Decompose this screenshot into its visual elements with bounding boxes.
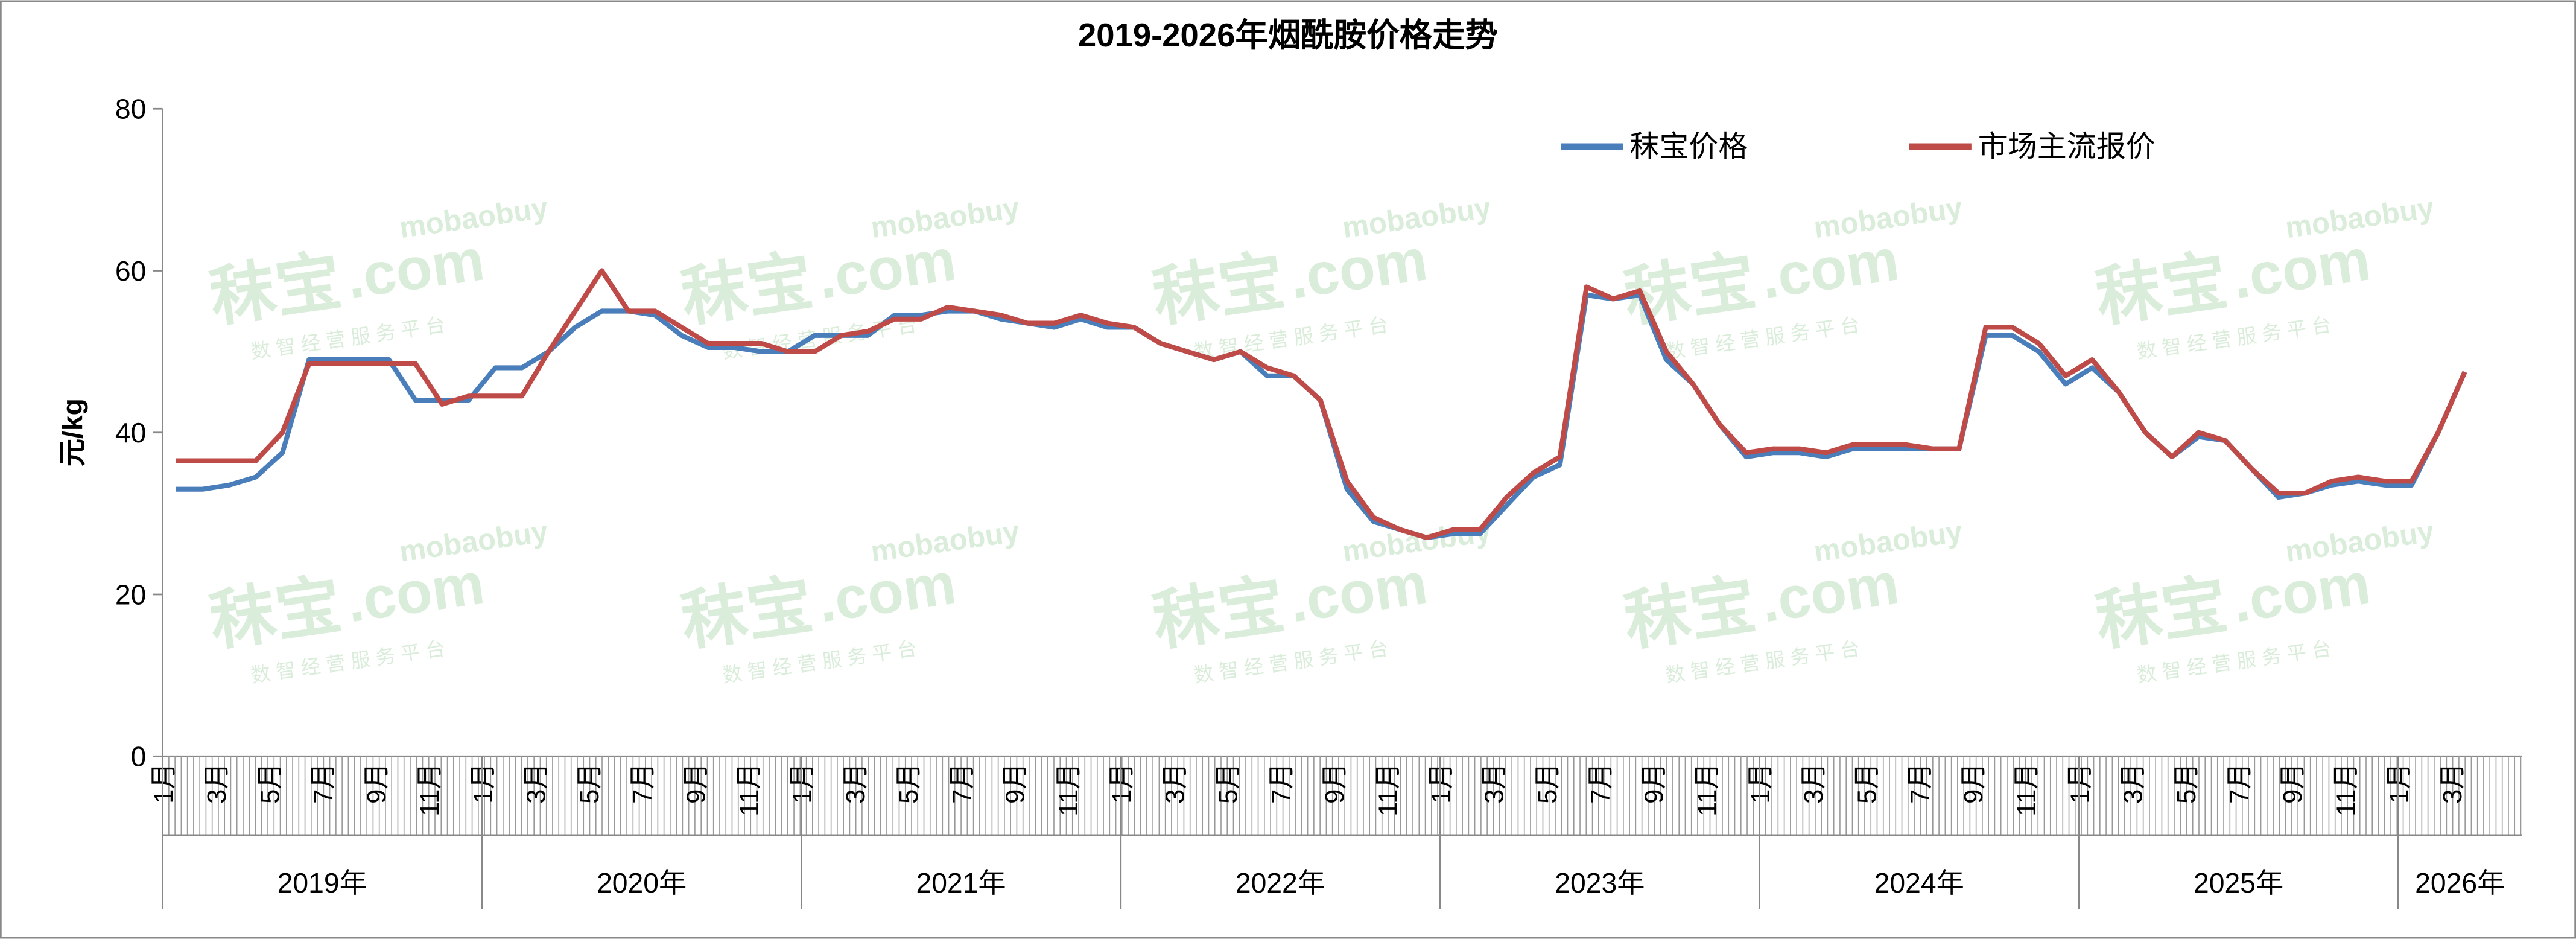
year-label: 2019年 [278,867,367,899]
x-tick-label: 9月 [2279,763,2308,804]
x-tick-label: 7月 [629,763,658,804]
x-tick-label: 1月 [1746,763,1775,804]
y-axis-label: 元/kg [57,398,88,466]
x-tick-label: 11月 [1374,763,1403,816]
y-tick-label: 0 [131,741,147,772]
x-tick-label: 3月 [203,763,232,804]
watermark-brand: 秣宝 [1620,244,1760,335]
x-tick-label: 1月 [469,763,498,804]
watermark-brand: 秣宝 [1149,244,1289,335]
x-tick-label: 3月 [1161,763,1190,804]
x-tick-label: 9月 [1640,763,1669,804]
x-tick-label: 3月 [522,763,551,804]
x-tick-label: 11月 [1693,763,1722,816]
x-tick-label: 3月 [2438,763,2467,804]
watermark-brand: 秣宝 [205,244,346,335]
year-label: 2026年 [2415,867,2505,899]
x-tick-label: 5月 [256,763,285,804]
x-tick-label: 11月 [2013,763,2041,816]
watermark-brand: 秣宝 [205,568,346,659]
x-tick-label: 11月 [416,763,445,816]
x-tick-label: 1月 [788,763,817,804]
x-tick-label: 1月 [1427,763,1456,804]
watermark-brand: 秣宝 [677,568,817,659]
x-tick-label: 3月 [842,763,871,804]
x-tick-label: 7月 [1906,763,1935,804]
watermark-brand: 秣宝 [2092,568,2232,659]
x-tick-label: 1月 [1108,763,1137,804]
x-tick-label: 11月 [735,763,764,816]
year-label: 2025年 [2194,867,2283,899]
x-tick-label: 9月 [1001,763,1030,804]
chart-title: 2019-2026年烟酰胺价格走势 [1078,17,1498,54]
x-tick-label: 5月 [2172,763,2201,804]
x-tick-label: 5月 [1214,763,1243,804]
year-label: 2021年 [916,867,1006,899]
x-tick-label: 11月 [2332,763,2361,816]
x-tick-label: 1月 [2066,763,2095,804]
x-tick-label: 9月 [1959,763,1988,804]
year-label: 2020年 [597,867,687,899]
x-tick-label: 3月 [1480,763,1509,804]
x-tick-label: 1月 [2385,763,2414,804]
x-tick-label: 9月 [682,763,711,804]
watermark-brand: 秣宝 [1149,568,1289,659]
x-tick-label: 7月 [1587,763,1616,804]
year-label: 2024年 [1874,867,1964,899]
legend-label: 市场主流报价 [1978,130,2156,163]
legend-label: 秣宝价格 [1629,130,1748,163]
x-tick-label: 1月 [150,763,179,804]
y-tick-label: 20 [115,579,146,610]
watermark-brand: 秣宝 [677,244,817,335]
x-tick-label: 9月 [1321,763,1350,804]
x-tick-label: 11月 [1055,763,1083,816]
watermark-brand: 秣宝 [1620,568,1760,659]
x-tick-label: 7月 [948,763,977,804]
x-tick-label: 5月 [1853,763,1882,804]
year-label: 2023年 [1555,867,1645,899]
series-line [176,268,2467,541]
y-tick-label: 80 [115,94,146,125]
x-tick-label: 7月 [309,763,338,804]
x-tick-label: 5月 [1534,763,1562,804]
watermark-brand: 秣宝 [2092,244,2232,335]
x-tick-label: 7月 [1267,763,1296,804]
x-tick-label: 3月 [2119,763,2148,804]
x-tick-label: 9月 [363,763,392,804]
x-tick-label: 5月 [576,763,604,804]
x-tick-label: 5月 [895,763,924,804]
x-tick-label: 7月 [2225,763,2254,804]
y-tick-label: 40 [115,417,146,448]
x-tick-label: 3月 [1800,763,1829,804]
year-label: 2022年 [1236,867,1325,899]
y-tick-label: 60 [115,255,146,287]
